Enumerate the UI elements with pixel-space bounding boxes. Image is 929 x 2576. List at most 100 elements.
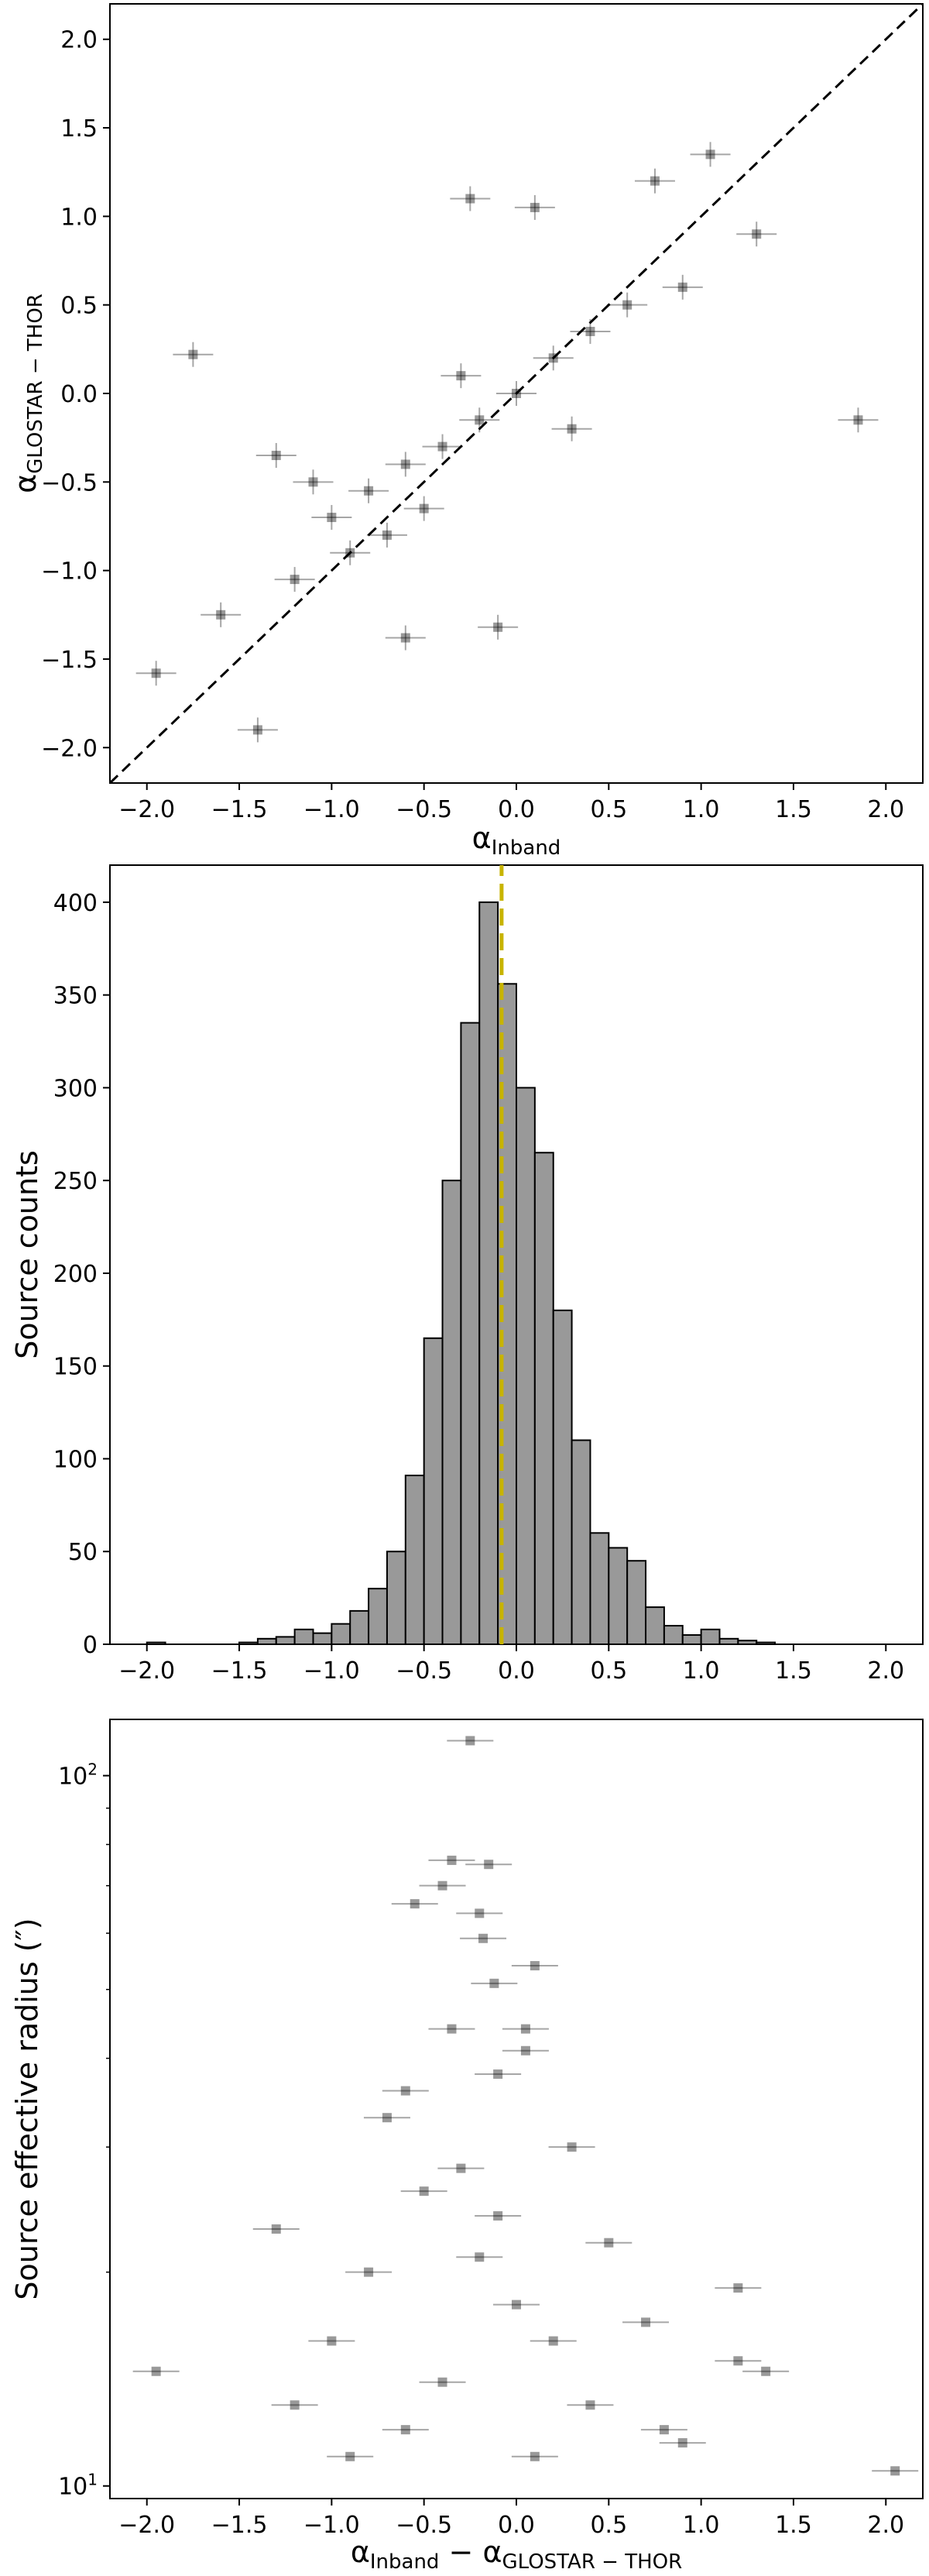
data-point	[271, 2400, 318, 2410]
x-tick-label: 0.0	[498, 1657, 535, 1685]
data-point	[872, 2466, 919, 2476]
y-tick-label: 0.0	[60, 381, 98, 408]
data-point	[456, 1908, 503, 1918]
data-point	[201, 602, 242, 627]
y-tick-label: 300	[53, 1075, 98, 1102]
data-point	[428, 2024, 475, 2034]
data-point	[437, 2163, 485, 2173]
panel3-x-ticks: −2.0 −1.5 −1.0 −0.5 0.0 0.5 1.0 1.5 2.0	[118, 2499, 904, 2539]
data-point	[173, 342, 214, 367]
y-tick-label: 101	[58, 2471, 98, 2501]
histogram-bar	[626, 1560, 647, 1645]
histogram-bar	[552, 1309, 573, 1646]
x-tick-label: 0.5	[590, 2512, 627, 2539]
y-tick-label: −1.0	[41, 558, 98, 586]
panel2-y-ticks: 0 50 100 150 200 250 300 350 400	[53, 890, 110, 1659]
data-point	[348, 478, 389, 503]
panel3-y-ticks: 101 102	[58, 1760, 110, 2501]
x-tick-label: 1.5	[775, 2512, 812, 2539]
histogram-bar	[533, 1152, 554, 1646]
data-point	[450, 186, 491, 211]
x-tick-label: −0.5	[396, 796, 452, 823]
data-point	[715, 2283, 762, 2293]
data-point	[363, 2113, 410, 2123]
data-point	[385, 625, 426, 651]
x-tick-label: −2.0	[118, 1657, 175, 1685]
data-point	[132, 2366, 180, 2376]
histogram-bar	[645, 1606, 665, 1645]
data-point	[460, 1933, 507, 1943]
data-point	[502, 2024, 549, 2034]
y-tick-label: −1.5	[41, 647, 98, 674]
y-tick-label: 1.0	[60, 204, 98, 231]
x-tick-label: −0.5	[396, 1657, 452, 1685]
data-point	[382, 2086, 429, 2096]
y-tick-label: −0.5	[41, 469, 98, 496]
data-point	[237, 717, 278, 743]
panel2-x-ticks: −2.0 −1.5 −1.0 −0.5 0.0 0.5 1.0 1.5 2.0	[118, 1644, 904, 1685]
x-tick-label: −1.5	[211, 1657, 268, 1685]
panel1-x-axis-label: αInband	[472, 821, 561, 860]
data-point	[366, 522, 407, 548]
panel3-x-axis-label: αInband − αGLOSTAR − THOR	[351, 2535, 682, 2574]
y-tick-label: 0	[83, 1632, 98, 1659]
y-tick-label: 1.5	[60, 115, 98, 143]
histogram-bar	[386, 1551, 406, 1645]
scatter-panel-alpha-comparison: −2.0 −1.5 −1.0 −0.5 0.0 0.5 1.0 1.5 2.0 −2.0 −1.5…	[9, 2, 924, 860]
data-point	[419, 1880, 466, 1891]
histogram-bar	[700, 1628, 721, 1646]
histogram-bar	[589, 1532, 610, 1646]
x-tick-label: −2.0	[118, 2512, 175, 2539]
x-tick-label: −1.5	[211, 2512, 268, 2539]
data-point	[690, 142, 731, 167]
y-tick-label: 350	[53, 983, 98, 1010]
histogram-bar	[441, 1180, 462, 1645]
y-tick-label: −2.0	[41, 735, 98, 762]
histogram-bar	[756, 1641, 776, 1645]
histogram-bar	[312, 1632, 333, 1646]
data-point	[274, 567, 315, 592]
data-point	[548, 2142, 595, 2152]
data-point	[640, 2425, 687, 2435]
x-tick-label: 0.5	[590, 796, 627, 823]
x-tick-label: 1.5	[775, 796, 812, 823]
identity-reference-line	[108, 2, 924, 785]
panel1-y-ticks: −2.0 −1.5 −1.0 −0.5 0.0 0.5 1.0 1.5 2.0	[41, 27, 110, 762]
x-tick-label: −1.0	[303, 796, 360, 823]
x-tick-label: 2.0	[867, 1657, 904, 1685]
data-point	[311, 505, 352, 531]
data-point	[502, 2045, 549, 2056]
data-point	[255, 443, 297, 469]
data-point	[736, 222, 777, 247]
data-point	[634, 168, 675, 194]
histogram-bar	[293, 1628, 314, 1646]
data-point	[441, 363, 482, 389]
x-tick-label: −1.5	[211, 796, 268, 823]
scatter-panel-effective-radius: −2.0 −1.5 −1.0 −0.5 0.0 0.5 1.0 1.5 2.0 101 102 α…	[10, 1719, 924, 2574]
data-point	[742, 2366, 790, 2376]
data-point	[428, 1855, 475, 1865]
histogram-bar	[571, 1439, 591, 1645]
x-tick-label: −1.0	[303, 2512, 360, 2539]
data-point	[382, 2425, 429, 2435]
histogram-bar	[238, 1641, 259, 1645]
data-point	[514, 194, 555, 220]
x-tick-label: −2.0	[118, 796, 175, 823]
histogram-bar	[608, 1547, 629, 1646]
data-point	[838, 407, 879, 433]
data-point	[570, 318, 611, 344]
x-tick-label: 1.0	[683, 796, 720, 823]
panel2-y-axis-label: Source counts	[10, 1150, 44, 1359]
y-tick-label: 0.5	[60, 293, 98, 320]
histogram-bar	[478, 901, 499, 1645]
panel3-frame	[109, 1719, 924, 2499]
x-tick-label: 0.0	[498, 2512, 535, 2539]
histogram-panel-source-counts: −2.0 −1.5 −1.0 −0.5 0.0 0.5 1.0 1.5 2.0 0 50 100 15…	[10, 864, 924, 1685]
histogram-bar	[368, 1588, 388, 1645]
panel3-y-axis-label: Source effective radius (″)	[10, 1918, 44, 2300]
histogram-bar	[460, 1022, 481, 1645]
data-point	[585, 2238, 632, 2248]
data-point	[607, 292, 648, 318]
panel2-bars	[146, 901, 776, 1646]
